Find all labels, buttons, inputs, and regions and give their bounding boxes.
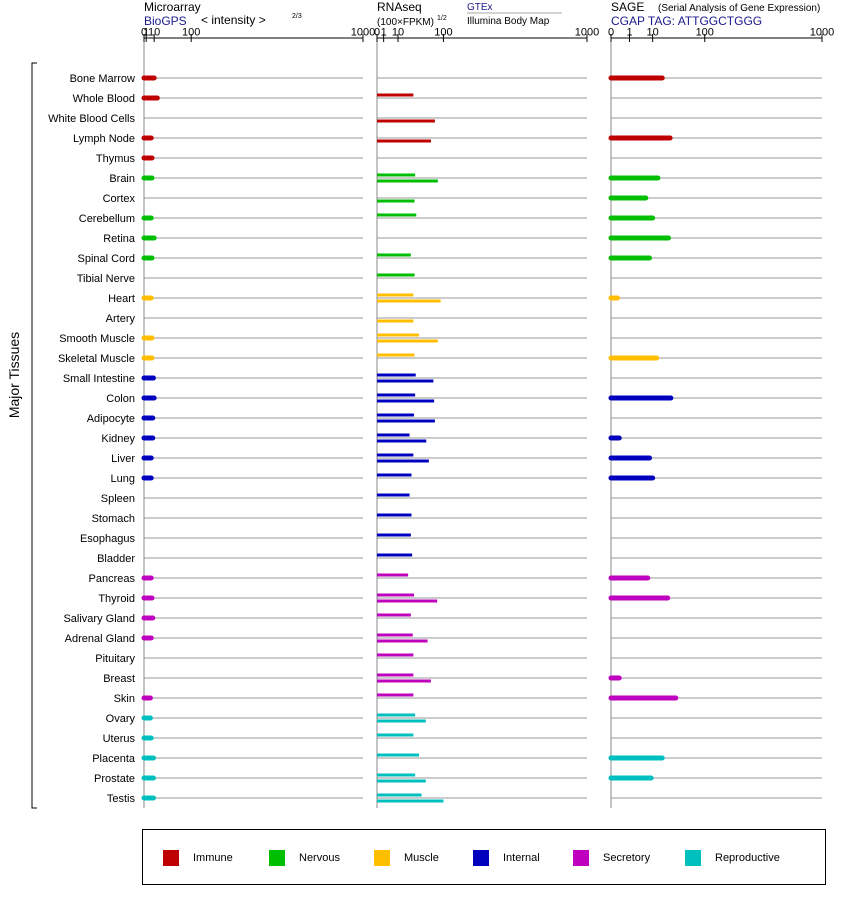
legend-swatch-reproductive xyxy=(685,850,701,866)
panel-note-exponent: 2/3 xyxy=(292,13,302,20)
legend-item-nervous: Nervous xyxy=(269,850,340,866)
tissue-label: Uterus xyxy=(103,733,136,745)
tissue-label: Breast xyxy=(103,673,135,685)
tissue-label: Liver xyxy=(111,453,135,465)
tissue-label: Stomach xyxy=(92,513,135,525)
tissue-label: Adrenal Gland xyxy=(65,633,135,645)
y-axis-label: Major Tissues xyxy=(6,332,22,418)
tissue-label: Lung xyxy=(111,473,135,485)
tick-label: 1000 xyxy=(810,27,834,39)
tissue-label: Cerebellum xyxy=(79,213,135,225)
tissue-label: Brain xyxy=(109,173,135,185)
tissue-label: Skin xyxy=(114,693,135,705)
legend-label-internal: Internal xyxy=(503,852,540,864)
tissue-label: Small Intestine xyxy=(63,373,135,385)
tick-label: 10 xyxy=(647,27,659,39)
tick-label: 100 xyxy=(696,27,714,39)
panel-subtitle-fpkm: (100×FPKM) xyxy=(377,17,434,28)
tick-label: 0 xyxy=(608,27,614,39)
tissue-label: Esophagus xyxy=(80,533,136,545)
tissue-label: Thymus xyxy=(96,153,136,165)
legend-swatch-immune xyxy=(163,850,179,866)
tissue-label: Thyroid xyxy=(98,593,135,605)
tissue-label: Tibial Nerve xyxy=(77,273,135,285)
legend-item-muscle: Muscle xyxy=(374,850,439,866)
legend-swatch-nervous xyxy=(269,850,285,866)
tissue-label: Pancreas xyxy=(89,573,136,585)
tissue-label: Heart xyxy=(108,293,135,305)
tissue-label: Retina xyxy=(103,233,136,245)
legend-label-secretory: Secretory xyxy=(603,852,651,864)
tissue-label: Adipocyte xyxy=(87,413,135,425)
legend-label-immune: Immune xyxy=(193,852,233,864)
tissue-label: Cortex xyxy=(103,193,136,205)
tissue-label: Colon xyxy=(106,393,135,405)
tick-label: 0 xyxy=(374,27,380,39)
tick-label: 100 xyxy=(182,27,200,39)
legend-item-reproductive: Reproductive xyxy=(685,850,780,866)
legend-item-immune: Immune xyxy=(163,850,233,866)
source-illumina: Illumina Body Map xyxy=(467,16,550,27)
tissue-label: Ovary xyxy=(106,713,136,725)
tissue-label: Prostate xyxy=(94,773,135,785)
source-gtex: GTEx xyxy=(467,2,493,13)
legend-item-internal: Internal xyxy=(473,850,540,866)
tick-label: 1000 xyxy=(575,27,599,39)
panel-title-note-sage: (Serial Analysis of Gene Expression) xyxy=(658,3,820,14)
panel-title-microarray: Microarray xyxy=(144,0,201,14)
tissue-label: Smooth Muscle xyxy=(59,333,135,345)
tissue-label: Testis xyxy=(107,793,136,805)
tick-label: 1 xyxy=(381,27,387,39)
panel-title-rnaseq: RNAseq xyxy=(377,0,422,14)
legend-label-muscle: Muscle xyxy=(404,852,439,864)
legend-label-reproductive: Reproductive xyxy=(715,852,780,864)
tissue-label: Bladder xyxy=(97,553,135,565)
tick-label: 0 xyxy=(141,27,147,39)
tissue-label: Spleen xyxy=(101,493,135,505)
tissue-label: Lymph Node xyxy=(73,133,135,145)
tissue-label: Placenta xyxy=(92,753,136,765)
tick-label: 1000 xyxy=(351,27,375,39)
legend-item-secretory: Secretory xyxy=(573,850,650,866)
tick-label: 10 xyxy=(148,27,160,39)
legend-swatch-internal xyxy=(473,850,489,866)
y-axis-bracket xyxy=(31,62,37,809)
panel-subtitle-exponent: 1/2 xyxy=(437,15,447,22)
tissue-label: Artery xyxy=(106,313,136,325)
legend-swatch-muscle xyxy=(374,850,390,866)
tissue-label: Kidney xyxy=(101,433,135,445)
tissue-label: Whole Blood xyxy=(73,93,135,105)
legend-swatch-secretory xyxy=(573,850,589,866)
tick-label: 10 xyxy=(392,27,404,39)
panel-subtitle-biogps: BioGPS xyxy=(144,14,187,28)
tissue-label: Skeletal Muscle xyxy=(58,353,135,365)
tissue-label: Bone Marrow xyxy=(70,73,135,85)
tick-label: 1 xyxy=(626,27,632,39)
tissue-label: Pituitary xyxy=(95,653,135,665)
tissue-label: White Blood Cells xyxy=(48,113,135,125)
panel-title-sage: SAGE xyxy=(611,0,644,14)
legend: Immune Nervous Muscle Internal Secretory… xyxy=(142,829,826,885)
tick-label: 100 xyxy=(434,27,452,39)
panel-note-intensity: < intensity > xyxy=(201,13,266,27)
legend-label-nervous: Nervous xyxy=(299,852,340,864)
panel-subtitle-cgap-tag: CGAP TAG: ATTGGCTGGG xyxy=(611,14,762,28)
tissue-label: Salivary Gland xyxy=(63,613,135,625)
tick-label: 1 xyxy=(143,27,149,39)
tissue-label: Spinal Cord xyxy=(78,253,135,265)
